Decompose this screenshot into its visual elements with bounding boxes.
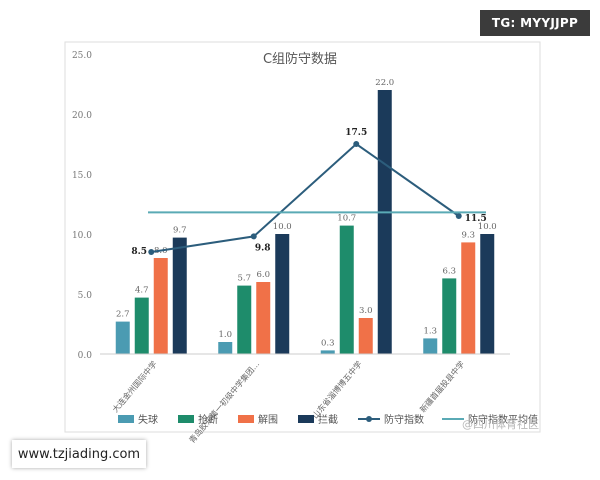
legend-label: 失球 [138,413,158,426]
bar [377,90,392,354]
watermark-top-right: TG: MYYJJPP [480,10,590,36]
bar-value-label: 1.0 [218,330,232,340]
y-axis: 0.0 5.0 10.0 15.0 20.0 25.0 [72,51,92,361]
bar [442,278,457,354]
watermark-corner: @四川体育社区 [462,418,539,431]
bar [134,297,149,354]
bar [237,285,252,354]
y-tick-label: 25.0 [72,51,92,61]
legend-swatch [238,415,254,423]
y-tick-label: 15.0 [72,171,92,181]
index-point [455,213,462,219]
index-value-label: 17.5 [345,128,367,138]
index-value-label: 9.8 [255,243,271,253]
bar-value-label: 10.0 [273,222,292,232]
bar [461,242,476,354]
legend-label: 防守指数平均值 [468,413,538,426]
legend-swatch [118,415,134,423]
bar [358,318,373,354]
bar [218,342,233,354]
bar [423,338,438,354]
legend-label: 拦截 [318,413,338,426]
bar [256,282,271,354]
index-point [353,141,360,147]
index-point [250,233,257,240]
chart-title: C组防守数据 [263,51,337,67]
legend-swatch [298,415,314,423]
bar-value-label: 10.7 [337,214,356,224]
bar-value-label: 4.7 [135,286,149,296]
bar [339,225,354,354]
bar-value-label: 5.7 [237,274,251,284]
bar-value-label: 6.3 [442,266,456,276]
bar [172,237,187,354]
bar-value-label: 2.7 [116,310,130,320]
bar-value-label: 9.3 [461,230,475,240]
legend-marker [366,416,372,422]
y-tick-label: 20.0 [72,111,92,121]
index-line [151,142,460,253]
bar-value-label: 9.7 [173,226,187,236]
y-tick-label: 0.0 [78,351,93,361]
y-tick-label: 5.0 [78,291,93,301]
bar-value-label: 3.0 [359,306,373,316]
chart-frame [64,41,541,433]
bar [320,350,335,354]
lines: 8.5 9.8 17.5 11.5 [131,128,486,257]
bars [115,90,495,354]
y-tick-label: 10.0 [72,231,92,241]
legend-label: 防守指数 [384,413,424,426]
bar [275,234,290,354]
bar [480,234,495,354]
bar-value-label: 22.0 [375,78,394,88]
bar [115,321,130,354]
legend: 失球 抢断 解围 拦截 防守指数 防守指数平均值 [118,413,538,426]
index-point [148,249,155,255]
watermark-bottom-left: www.tzjiading.com [12,440,146,468]
legend-swatch [178,415,194,423]
index-value-label: 11.5 [465,214,487,224]
legend-label: 解围 [258,413,278,426]
index-value-label: 8.5 [131,247,147,257]
legend-label: 抢断 [198,413,218,426]
bar-value-label: 6.0 [256,270,270,280]
bar-value-label: 10.0 [478,222,497,232]
bar [153,258,168,354]
bar-value-label: 1.3 [423,326,437,336]
bar-labels: 2.74.78.09.71.05.7 6.010.00.310.73.022.01… [116,78,497,348]
bar-value-label: 0.3 [321,338,335,348]
